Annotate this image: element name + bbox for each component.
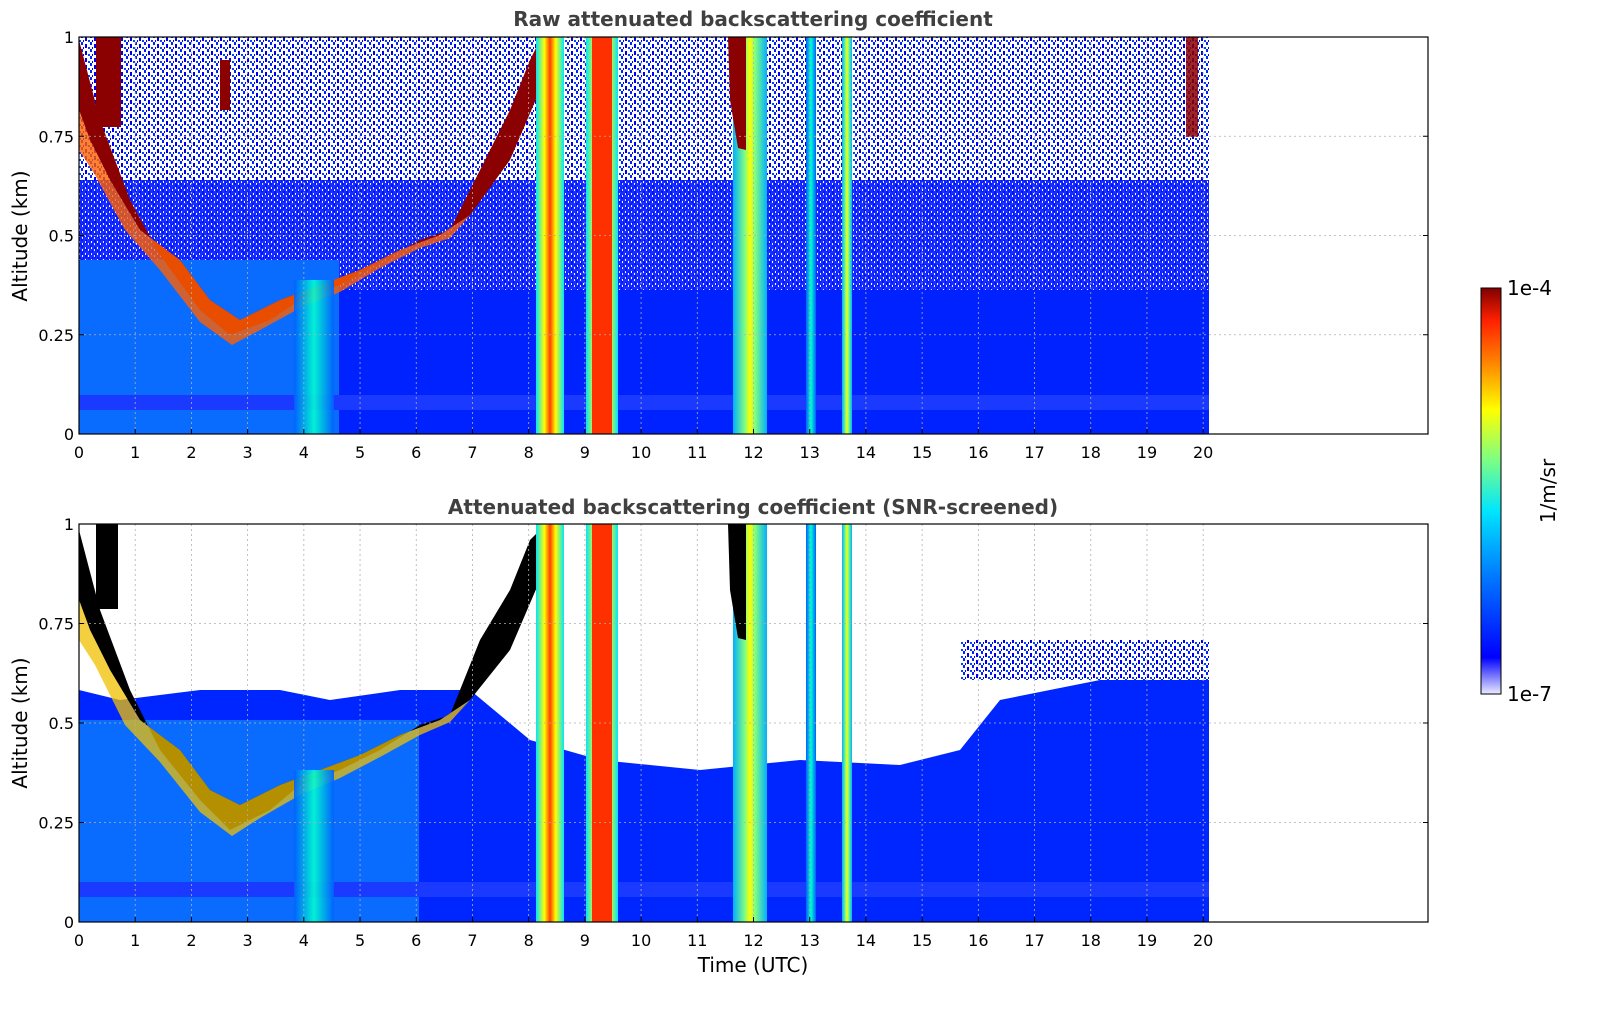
x-tick-label: 19 xyxy=(1137,931,1157,950)
x-tick-label: 14 xyxy=(856,443,876,462)
panel-1-title: Raw attenuated backscattering coefficien… xyxy=(513,7,993,31)
y-tick-label: 0 xyxy=(64,913,74,932)
panel-2-y-ticks: 0 0.25 0.5 0.75 1 xyxy=(38,515,1428,932)
colorbar-max-label: 1e-4 xyxy=(1507,276,1552,300)
x-tick-label: 3 xyxy=(243,443,253,462)
p1-surface-band xyxy=(79,395,1209,410)
p2-surface-band xyxy=(79,882,1209,897)
y-tick-label: 0.75 xyxy=(38,127,74,146)
p1-cloud-spot xyxy=(220,60,230,110)
p2-band-9h-core xyxy=(592,524,612,922)
x-tick-label: 14 xyxy=(856,931,876,950)
x-tick-label: 10 xyxy=(631,443,651,462)
colorbar-min-label: 1e-7 xyxy=(1507,682,1552,706)
y-tick-label: 0.75 xyxy=(38,615,74,634)
x-tick-label: 16 xyxy=(968,931,988,950)
x-tick-label: 1 xyxy=(130,931,140,950)
p2-cloud-edge xyxy=(79,600,470,836)
x-tick-label: 20 xyxy=(1193,443,1213,462)
x-tick-label: 2 xyxy=(186,443,196,462)
y-tick-label: 0.5 xyxy=(49,714,74,733)
panel-2-heatmap xyxy=(79,524,1209,922)
x-tick-label: 17 xyxy=(1024,443,1044,462)
x-tick-label: 3 xyxy=(243,931,253,950)
x-tick-label: 8 xyxy=(524,931,534,950)
y-tick-label: 1 xyxy=(64,515,74,534)
p2-band-4h xyxy=(294,770,334,922)
x-tick-label: 4 xyxy=(299,443,309,462)
x-tick-label: 9 xyxy=(580,931,590,950)
x-tick-label: 0 xyxy=(74,443,84,462)
p1-cloud-top-left xyxy=(96,37,121,127)
p2-cloud-top-left xyxy=(96,524,118,609)
x-tick-label: 15 xyxy=(912,931,932,950)
panel-1-x-ticks: 0 1 2 3 4 5 6 7 8 9 10 11 12 13 14 15 16 17 18 19 20 xyxy=(74,429,1213,462)
x-tick-label: 6 xyxy=(411,443,421,462)
p2-band-13-7h xyxy=(842,524,852,922)
x-axis-label: Time (UTC) xyxy=(697,953,809,977)
p1-cloud-20h xyxy=(1186,37,1198,137)
x-tick-label: 18 xyxy=(1081,931,1101,950)
panel-snr-screened: Attenuated backscattering coefficient (S… xyxy=(8,495,1429,977)
x-tick-label: 18 xyxy=(1081,443,1101,462)
y-tick-label: 0.25 xyxy=(38,814,74,833)
x-tick-label: 0 xyxy=(74,931,84,950)
p1-cloud-edge xyxy=(79,110,470,345)
colorbar: 1e-4 1e-7 1/m/sr xyxy=(1480,276,1560,706)
y-tick-label: 1 xyxy=(64,28,74,47)
p1-cloud-12h xyxy=(728,37,746,150)
x-tick-label: 19 xyxy=(1137,443,1157,462)
x-tick-label: 5 xyxy=(355,931,365,950)
y-tick-label: 0.25 xyxy=(38,326,74,345)
colorbar-unit-label: 1/m/sr xyxy=(1536,458,1560,523)
colorbar-gradient xyxy=(1480,287,1502,695)
panel-1-grid xyxy=(79,37,1428,434)
y-tick-label: 0.5 xyxy=(49,227,74,246)
p1-band-9h-core xyxy=(592,37,612,434)
x-tick-label: 13 xyxy=(800,443,820,462)
p2-speckle xyxy=(960,640,1209,680)
panel-1-ylabel: Altitude (km) xyxy=(8,170,32,301)
x-tick-label: 7 xyxy=(467,931,477,950)
x-tick-label: 11 xyxy=(687,443,707,462)
panel-2-x-ticks: 0 1 2 3 4 5 6 7 8 9 10 11 12 13 14 15 16 17 18 19 20 xyxy=(74,917,1213,950)
x-tick-label: 13 xyxy=(800,931,820,950)
p2-cloud-12h xyxy=(728,524,746,640)
panel-1-y-ticks: 0 0.25 0.5 0.75 1 xyxy=(38,28,1428,444)
x-tick-label: 4 xyxy=(299,931,309,950)
panel-2-grid xyxy=(79,524,1428,922)
x-tick-label: 16 xyxy=(968,443,988,462)
p1-band-13-7h xyxy=(842,37,852,434)
x-tick-label: 12 xyxy=(743,443,763,462)
x-tick-label: 20 xyxy=(1193,931,1213,950)
x-tick-label: 11 xyxy=(687,931,707,950)
x-tick-label: 12 xyxy=(743,931,763,950)
x-tick-label: 2 xyxy=(186,931,196,950)
p1-band-4h xyxy=(294,280,334,434)
x-tick-label: 15 xyxy=(912,443,932,462)
x-tick-label: 17 xyxy=(1024,931,1044,950)
x-tick-label: 7 xyxy=(467,443,477,462)
x-tick-label: 1 xyxy=(130,443,140,462)
x-tick-label: 6 xyxy=(411,931,421,950)
panel-raw: Raw attenuated backscattering coefficien… xyxy=(8,7,1429,462)
x-tick-label: 10 xyxy=(631,931,651,950)
panel-2-title: Attenuated backscattering coefficient (S… xyxy=(448,495,1058,519)
y-tick-label: 0 xyxy=(64,425,74,444)
x-tick-label: 8 xyxy=(524,443,534,462)
x-tick-label: 5 xyxy=(355,443,365,462)
panel-2-ylabel: Altitude (km) xyxy=(8,657,32,788)
x-tick-label: 9 xyxy=(580,443,590,462)
